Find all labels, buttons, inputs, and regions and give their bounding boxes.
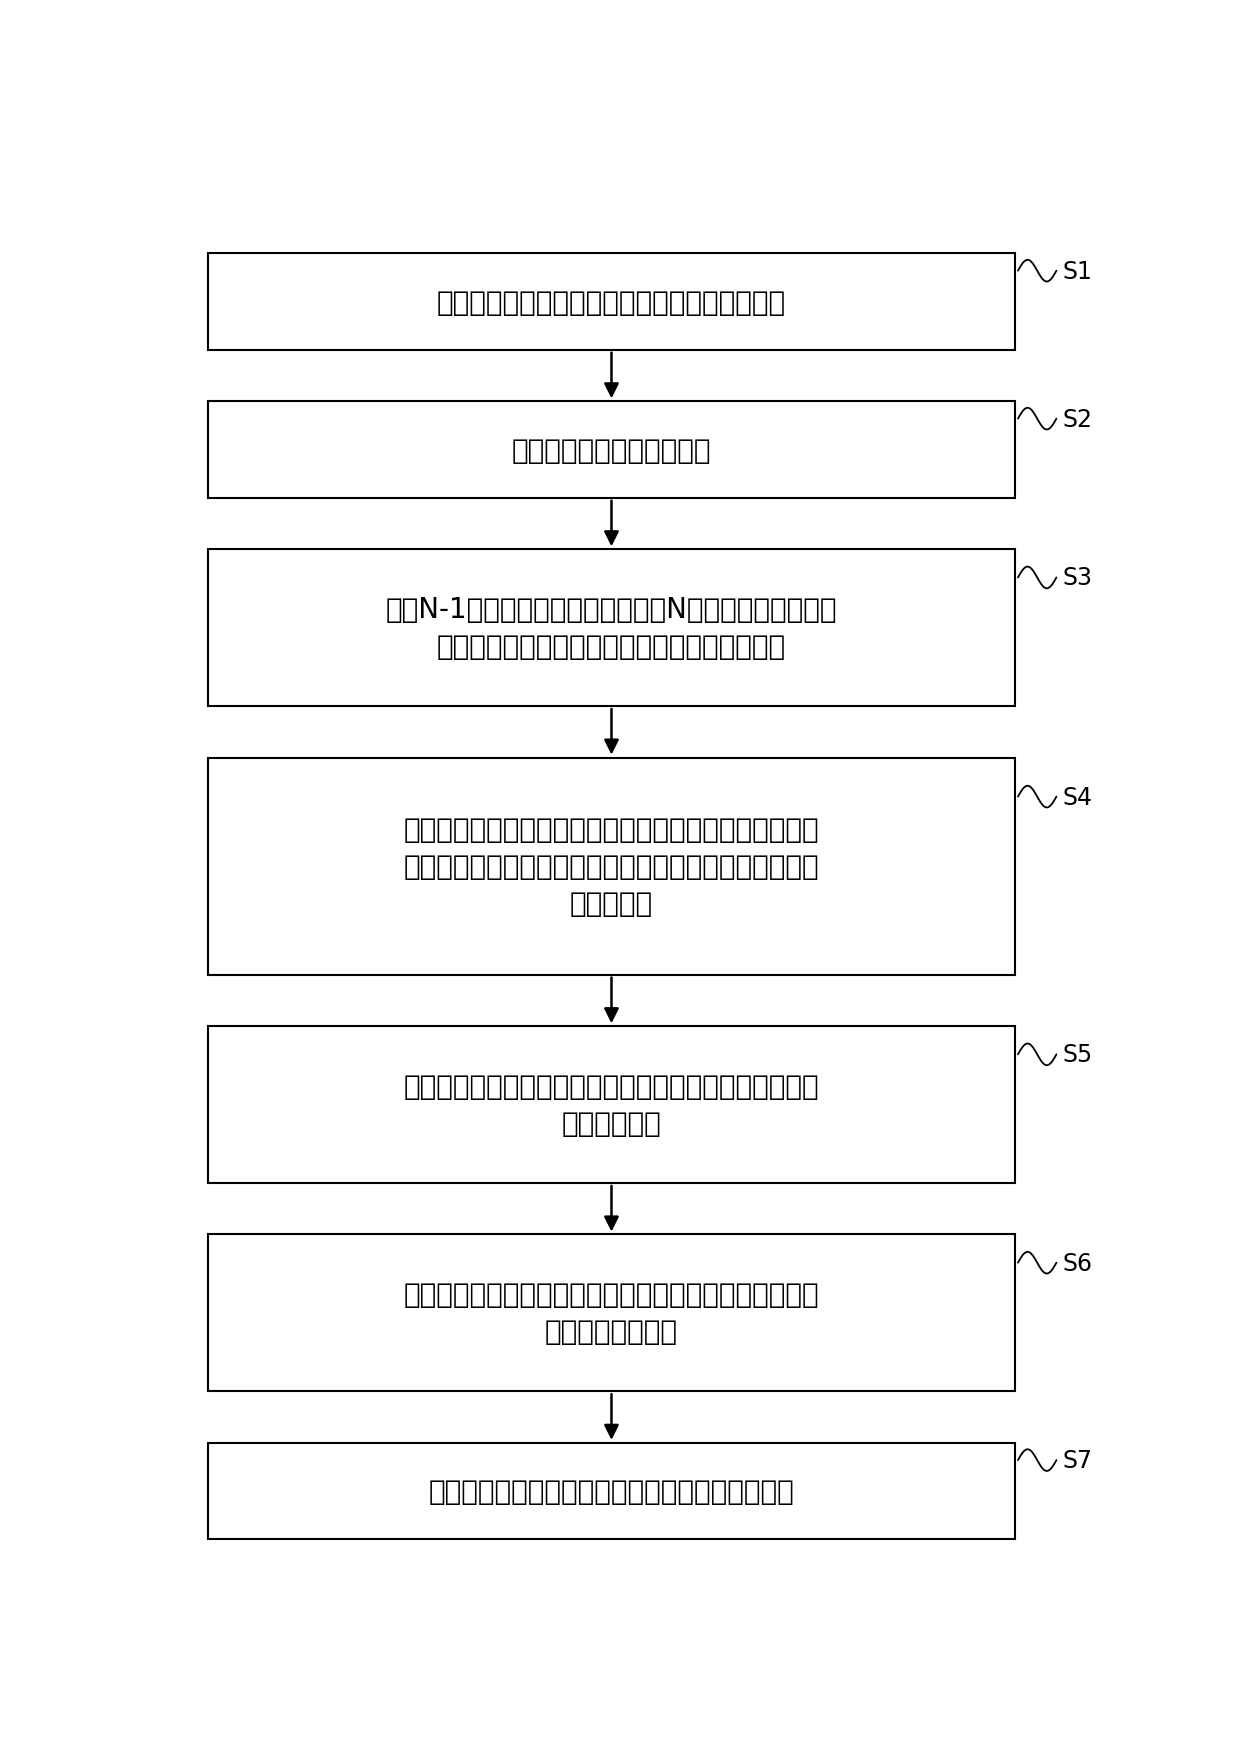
- Text: S3: S3: [1063, 566, 1092, 590]
- Text: 基于压强关系，计算该节点的坐标向量与饱和压强向量的
第二关系曲线: 基于压强关系，计算该节点的坐标向量与饱和压强向量的 第二关系曲线: [404, 1072, 820, 1137]
- Text: 设定热力系统的状态方程中的压强作为独立变量: 设定热力系统的状态方程中的压强作为独立变量: [436, 288, 786, 316]
- Bar: [208, 757, 1016, 975]
- Text: 采用N-1个节点将管按照等焓差分为N等分，根据所述饱和
液相普朗特数向量计算各个节点的换热系数向量: 采用N-1个节点将管按照等焓差分为N等分，根据所述饱和 液相普朗特数向量计算各个…: [386, 596, 837, 661]
- Text: 基于能量关系，根据某一节点的换热系数向量和加载在该
节点上的热流计算该节点的坐标向量与饱和压强向量的第
一关系曲线: 基于能量关系，根据某一节点的换热系数向量和加载在该 节点上的热流计算该节点的坐标…: [404, 815, 820, 917]
- Text: S5: S5: [1063, 1042, 1092, 1066]
- Text: S6: S6: [1063, 1251, 1092, 1276]
- Text: S4: S4: [1063, 785, 1092, 810]
- Bar: [208, 1235, 1016, 1392]
- Text: 根据所述第一关系曲线和所述第二关系曲线的交叉点确定
该节点的坐标参数: 根据所述第一关系曲线和所述第二关系曲线的交叉点确定 该节点的坐标参数: [404, 1281, 820, 1346]
- Bar: [208, 255, 1016, 351]
- Bar: [208, 1026, 1016, 1182]
- Text: S7: S7: [1063, 1448, 1092, 1472]
- Bar: [208, 1442, 1016, 1539]
- Text: 根据各个节点的坐标参数计算该节点处的换热系数: 根据各个节点的坐标参数计算该节点处的换热系数: [429, 1478, 795, 1506]
- Text: 计算饱和液相普朗特数向量: 计算饱和液相普朗特数向量: [512, 436, 712, 464]
- Bar: [208, 550, 1016, 706]
- Bar: [208, 402, 1016, 499]
- Text: S2: S2: [1063, 408, 1092, 432]
- Text: S1: S1: [1063, 260, 1092, 283]
